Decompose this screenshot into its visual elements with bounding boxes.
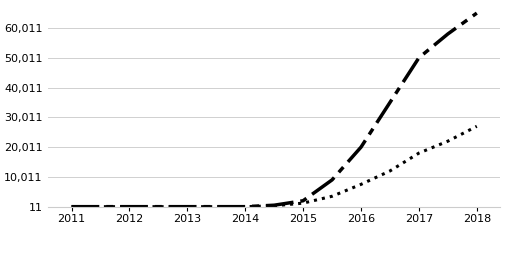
Quantidade de usinas [329, 195, 335, 198]
Quantidade de usinas [126, 205, 132, 208]
Quantidade de usinas [271, 204, 277, 207]
Quantidade de usinas [184, 205, 190, 208]
Quantidade de UC’s que recebem crédito [358, 145, 364, 149]
Quantidade de usinas [242, 205, 248, 208]
Quantidade de UC’s que recebem crédito [474, 11, 480, 15]
Line: Quantidade de usinas: Quantidade de usinas [72, 126, 477, 207]
Quantidade de usinas [387, 169, 393, 173]
Quantidade de UC’s que recebem crédito [271, 204, 277, 207]
Quantidade de usinas [358, 183, 364, 186]
Quantidade de usinas [445, 140, 451, 143]
Quantidade de UC’s que recebem crédito [329, 178, 335, 182]
Quantidade de UC’s que recebem crédito [69, 205, 75, 208]
Quantidade de UC’s que recebem crédito [416, 56, 422, 59]
Quantidade de UC’s que recebem crédito [126, 205, 132, 208]
Quantidade de usinas [474, 125, 480, 128]
Quantidade de usinas [300, 202, 306, 205]
Quantidade de UC’s que recebem crédito [445, 32, 451, 36]
Line: Quantidade de UC’s que recebem crédito: Quantidade de UC’s que recebem crédito [72, 13, 477, 207]
Quantidade de UC’s que recebem crédito [242, 205, 248, 208]
Quantidade de UC’s que recebem crédito [300, 199, 306, 202]
Quantidade de usinas [69, 205, 75, 208]
Quantidade de UC’s que recebem crédito [184, 205, 190, 208]
Quantidade de usinas [416, 152, 422, 155]
Quantidade de UC’s que recebem crédito [387, 101, 393, 104]
